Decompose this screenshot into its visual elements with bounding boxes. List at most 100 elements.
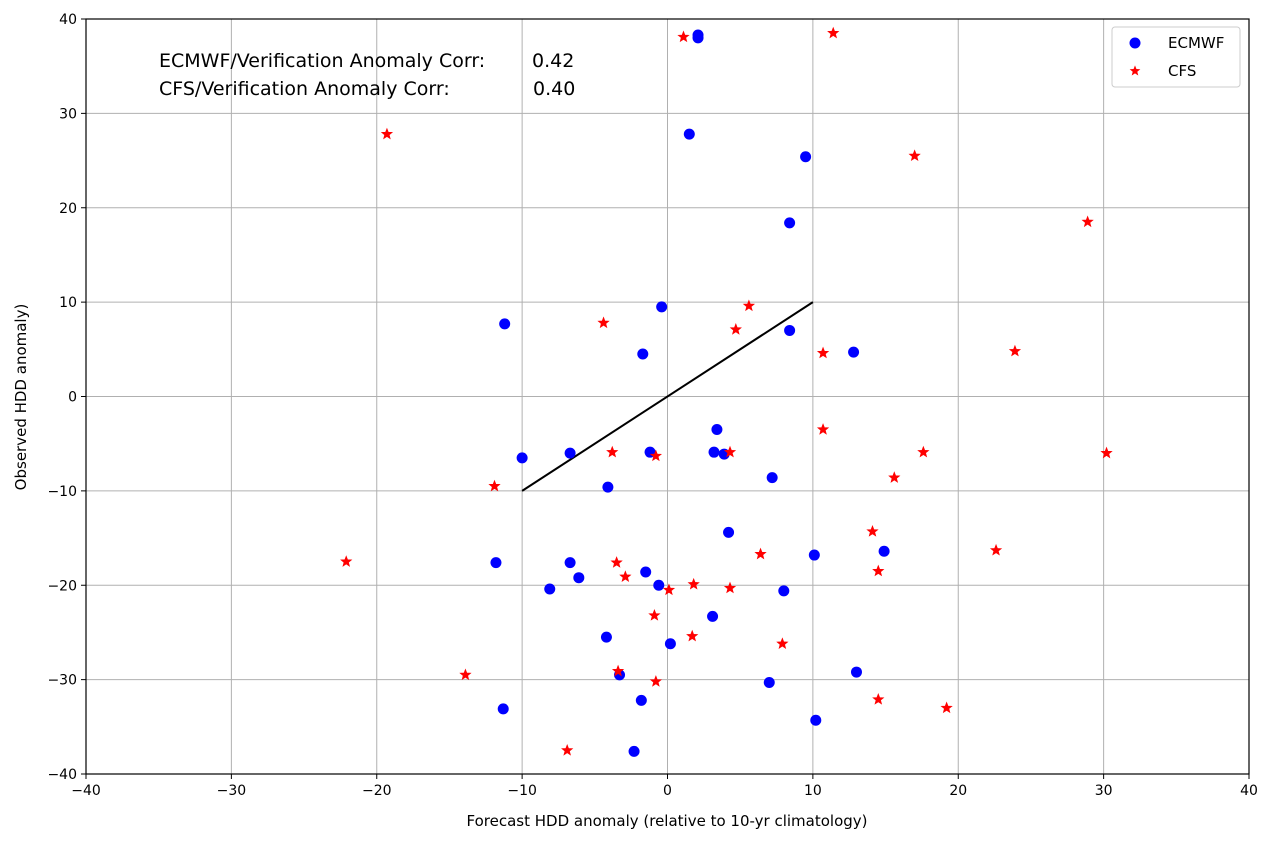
y-tick-label: −20 <box>47 578 77 594</box>
cfs-point <box>380 127 394 140</box>
ecmwf-point <box>784 324 796 336</box>
ecmwf-point <box>808 549 820 561</box>
cfs-point <box>816 346 830 359</box>
y-tick-label: −40 <box>47 767 77 783</box>
x-tick-label: −30 <box>217 783 247 799</box>
x-tick-label: −40 <box>71 783 101 799</box>
x-tick-label: 0 <box>663 783 672 799</box>
ecmwf-point <box>784 217 796 229</box>
ecmwf-point <box>564 557 576 569</box>
ecmwf-point <box>810 714 822 726</box>
ecmwf-point <box>499 318 511 330</box>
cfs-point <box>686 629 699 642</box>
cfs-point <box>742 299 756 312</box>
cfs-point <box>1100 446 1113 459</box>
x-tick-label: 40 <box>1240 783 1258 799</box>
ecmwf-point <box>656 301 668 313</box>
y-tick-label: 40 <box>59 12 77 28</box>
cfs-corr-value: 0.40 <box>533 78 575 100</box>
cfs-point <box>649 675 662 687</box>
x-axis-label: Forecast HDD anomaly (relative to 10-yr … <box>467 812 868 830</box>
y-tick-label: −10 <box>47 484 77 500</box>
y-tick-label: 20 <box>59 201 77 217</box>
legend-ecmwf-marker <box>1129 37 1141 49</box>
ecmwf-point <box>640 566 652 578</box>
cfs-point <box>687 577 700 590</box>
ecmwf-point <box>544 583 556 595</box>
cfs-corr-label: CFS/Verification Anomaly Corr: <box>159 78 450 100</box>
cfs-point <box>619 570 632 582</box>
cfs-point <box>917 445 930 458</box>
cfs-point <box>677 30 690 43</box>
legend-ecmwf-label: ECMWF <box>1168 34 1224 52</box>
ecmwf-point <box>708 446 720 458</box>
ecmwf-point <box>635 694 647 706</box>
ecmwf-point <box>497 703 509 715</box>
cfs-point <box>648 609 661 621</box>
ecmwf-point <box>723 526 735 538</box>
cfs-point <box>989 543 1003 556</box>
cfs-point <box>723 581 737 594</box>
ecmwf-point <box>707 610 719 622</box>
legend: ECMWF CFS <box>1111 26 1241 88</box>
ecmwf-point <box>602 481 614 493</box>
cfs-point <box>662 583 676 596</box>
cfs-point <box>754 547 767 560</box>
cfs-point <box>827 26 840 39</box>
cfs-point <box>606 445 619 458</box>
x-tick-label: −20 <box>362 783 392 799</box>
axis-ticks: −40 −30 −20 −10 0 10 20 30 40 −40 −30 −20 −10 0 10 20 30… <box>47 12 1257 799</box>
cfs-point <box>649 449 662 462</box>
cfs-point <box>908 149 921 162</box>
ecmwf-point <box>490 557 502 569</box>
ecmwf-point <box>600 631 612 643</box>
cfs-point <box>723 445 737 458</box>
cfs-point <box>488 479 501 492</box>
x-tick-label: 30 <box>1095 783 1113 799</box>
cfs-point <box>816 423 830 435</box>
ecmwf-point <box>800 151 812 163</box>
ecmwf-corr-value: 0.42 <box>532 50 574 72</box>
ecmwf-point <box>516 452 528 464</box>
points-layer <box>340 26 1113 757</box>
legend-box <box>1111 26 1241 88</box>
y-axis-label: Observed HDD anomaly) <box>12 304 30 491</box>
cfs-point <box>611 664 625 677</box>
cfs-point <box>1081 215 1094 228</box>
legend-cfs-label: CFS <box>1168 62 1196 80</box>
cfs-point <box>597 316 610 329</box>
cfs-point <box>459 668 472 681</box>
x-tick-label: 10 <box>804 783 822 799</box>
cfs-point <box>888 471 901 483</box>
ecmwf-point <box>763 676 775 688</box>
cfs-point <box>866 525 879 537</box>
ecmwf-point <box>664 638 676 650</box>
ecmwf-point <box>878 545 890 557</box>
cfs-point <box>610 556 623 568</box>
ecmwf-point <box>628 745 640 757</box>
y-tick-label: −30 <box>47 673 77 689</box>
ecmwf-point <box>850 666 862 678</box>
cfs-point <box>872 693 885 705</box>
cfs-point <box>340 555 353 567</box>
ecmwf-point <box>848 346 860 358</box>
reference-line <box>521 301 814 492</box>
ecmwf-point <box>573 572 585 584</box>
x-tick-label: 20 <box>949 783 967 799</box>
cfs-point <box>561 743 574 756</box>
y-tick-label: 10 <box>59 295 77 311</box>
cfs-point <box>729 323 742 335</box>
ecmwf-corr-label: ECMWF/Verification Anomaly Corr: <box>159 50 485 72</box>
ecmwf-point <box>637 348 649 360</box>
y-tick-label: 30 <box>59 106 77 122</box>
ecmwf-point <box>683 128 695 140</box>
y-tick-label: 0 <box>68 390 77 406</box>
ecmwf-point <box>564 447 576 459</box>
cfs-point <box>776 637 789 649</box>
ecmwf-point <box>766 472 778 484</box>
cfs-point <box>940 701 953 714</box>
ecmwf-point <box>711 424 723 436</box>
ecmwf-point <box>778 585 790 597</box>
